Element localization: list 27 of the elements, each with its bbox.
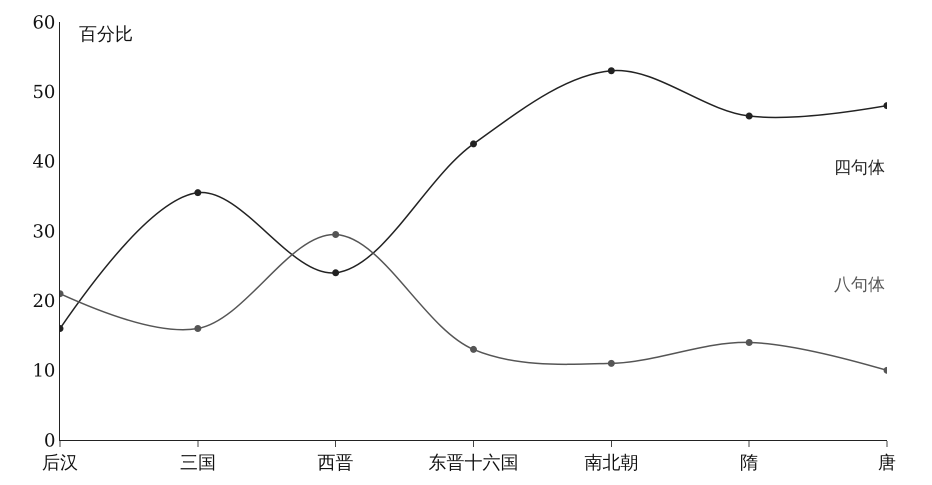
y-tick-label: 10 <box>32 360 56 382</box>
y-tick-label: 40 <box>32 152 56 173</box>
point <box>608 67 615 74</box>
point <box>332 269 340 276</box>
point <box>194 189 202 196</box>
y-tick-label: 60 <box>32 12 56 34</box>
point <box>746 112 753 120</box>
point <box>332 230 340 238</box>
text: 四句体 <box>834 158 885 178</box>
x-tick-label: 后汉 <box>42 452 78 474</box>
point <box>470 346 477 353</box>
point <box>194 325 202 332</box>
text: 八句体 <box>834 275 885 295</box>
x-tick-label: 南北朝 <box>584 452 638 474</box>
y-tick-label: 20 <box>32 290 56 312</box>
point <box>470 140 477 148</box>
x-tick-label: 隋 <box>740 452 758 474</box>
y-tick-label: 30 <box>32 221 56 242</box>
x-tick-label: 三国 <box>180 452 216 474</box>
point <box>608 360 615 367</box>
y-tick-label: 50 <box>32 82 56 103</box>
y-axis-title: 百分比 <box>79 24 133 45</box>
x-tick-label: 西晋 <box>318 452 354 474</box>
point <box>746 338 753 346</box>
y-tick-label: 0 <box>44 430 56 452</box>
x-tick-label: 唐 <box>878 452 896 474</box>
x-tick-label: 东晋十六国 <box>428 452 518 474</box>
